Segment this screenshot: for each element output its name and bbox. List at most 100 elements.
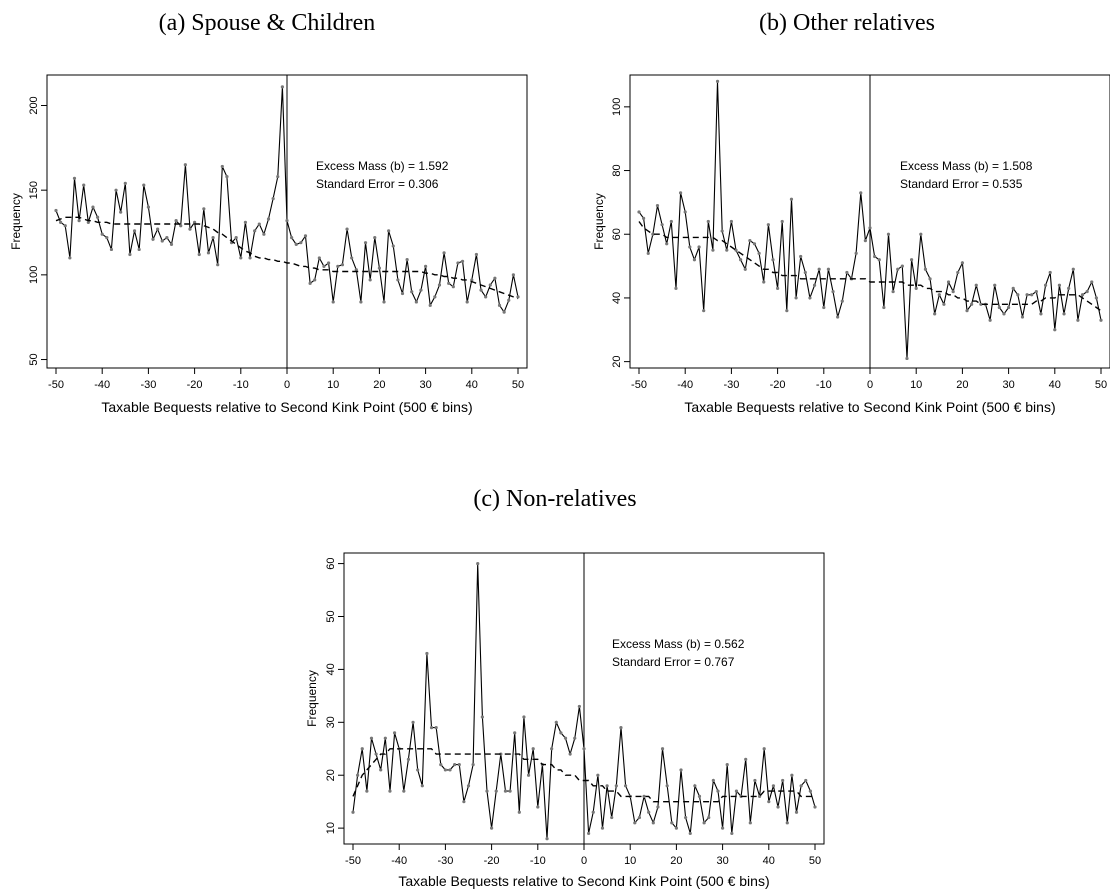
data-point (721, 826, 725, 830)
data-point (790, 773, 794, 777)
data-point (891, 289, 895, 294)
data-point (706, 219, 710, 224)
data-point (179, 224, 183, 228)
y-axis-label: Frequency (9, 193, 23, 250)
data-point (587, 831, 591, 836)
data-point (405, 258, 409, 262)
x-tick-label: 20 (956, 379, 968, 391)
data-point (674, 286, 678, 290)
x-tick-label: -50 (48, 379, 64, 391)
data-point (1020, 315, 1025, 319)
data-point (379, 768, 383, 772)
data-point (591, 810, 595, 814)
data-point (692, 258, 697, 262)
annotation-1: Standard Error = 0.535 (900, 177, 1023, 191)
annotation-1: Standard Error = 0.767 (612, 655, 735, 669)
data-point (725, 763, 729, 767)
data-point (730, 831, 734, 836)
data-point (511, 273, 515, 277)
y-tick-label: 30 (325, 716, 337, 728)
data-point (771, 258, 775, 262)
y-tick-label: 150 (28, 181, 40, 199)
chart-panel-0: -50 -40 -30 -20 -10 0 10 20 30 40 50 50 100 150 200 Tax… (9, 74, 528, 415)
data-point (813, 805, 817, 809)
x-tick-label: 50 (512, 379, 524, 391)
counterfactual-line (638, 221, 1102, 312)
data-point (457, 763, 461, 767)
data-point (374, 752, 378, 756)
data-point (239, 256, 243, 260)
data-point (619, 726, 623, 730)
data-point (262, 232, 266, 236)
x-tick-label: -40 (677, 379, 693, 391)
data-point (119, 210, 123, 214)
data-point (582, 747, 586, 751)
data-point (688, 245, 692, 249)
data-point (1048, 270, 1052, 275)
y-tick-label: 50 (325, 610, 337, 622)
data-point (752, 242, 757, 246)
data-point (637, 210, 641, 214)
x-tick-label: 10 (327, 379, 339, 391)
data-point (165, 235, 169, 240)
x-tick-label: 40 (1049, 379, 1061, 391)
data-point (826, 267, 831, 271)
data-point (303, 234, 308, 238)
data-point (1071, 267, 1075, 271)
data-point (1002, 312, 1006, 316)
data-point (400, 291, 405, 296)
data-point (647, 810, 651, 814)
data-point (484, 295, 488, 299)
data-point (660, 223, 664, 227)
data-point (942, 302, 946, 306)
data-point (488, 283, 492, 287)
data-point (1025, 293, 1029, 297)
data-point (433, 295, 437, 299)
data-point (642, 216, 646, 220)
data-point (536, 805, 540, 809)
data-point (377, 266, 381, 270)
data-point (490, 826, 494, 830)
data-point (614, 784, 618, 788)
data-point (780, 219, 784, 224)
data-point (993, 283, 997, 287)
y-tick-label: 200 (28, 96, 40, 114)
data-point (95, 215, 100, 219)
data-point (702, 309, 706, 313)
data-point (91, 205, 95, 209)
data-point (439, 763, 443, 767)
data-point (114, 188, 118, 192)
data-point (522, 715, 526, 719)
data-point (1039, 312, 1043, 316)
data-point (290, 235, 294, 240)
data-point (665, 784, 669, 788)
data-point (429, 726, 434, 730)
data-point (568, 752, 572, 756)
data-point (776, 805, 780, 809)
data-point (577, 704, 581, 709)
x-tick-label: -30 (437, 855, 453, 867)
data-point (234, 235, 238, 240)
data-point (919, 232, 923, 236)
data-point (734, 248, 738, 252)
data-point (188, 227, 192, 231)
data-point (322, 264, 326, 268)
data-point (748, 821, 752, 825)
data-point (960, 261, 965, 265)
data-point (59, 220, 63, 224)
data-point (276, 175, 280, 179)
data-point (174, 219, 178, 223)
x-axis-label: Taxable Bequests relative to Second Kink… (398, 873, 769, 889)
data-point (424, 264, 428, 268)
data-point (1090, 280, 1094, 284)
data-point (462, 800, 466, 804)
data-point (951, 289, 955, 294)
data-point (206, 251, 211, 255)
x-tick-label: -10 (530, 855, 546, 867)
data-point (799, 784, 803, 788)
data-point (655, 203, 660, 208)
data-point (503, 789, 508, 793)
data-point (545, 837, 549, 841)
data-point (137, 247, 141, 252)
data-point (369, 736, 374, 740)
